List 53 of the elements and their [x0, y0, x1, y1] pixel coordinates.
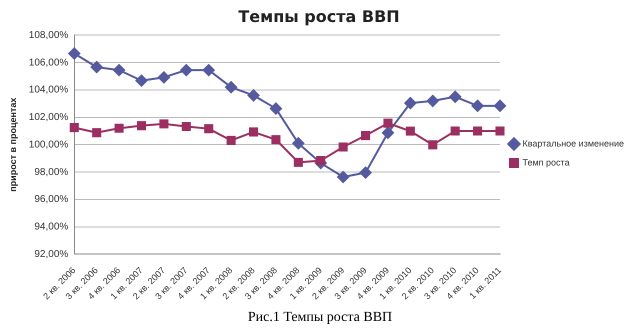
point — [450, 126, 460, 136]
point — [271, 135, 280, 144]
chart-title: Темпы роста ВВП — [238, 6, 400, 26]
point — [428, 140, 438, 150]
text: Рис.1 Темпы роста ВВП — [246, 310, 394, 326]
point — [494, 100, 506, 112]
point — [182, 122, 191, 132]
y-axis-title: прирост в процентах — [8, 98, 18, 192]
point — [114, 124, 124, 133]
point — [226, 136, 236, 145]
point — [248, 127, 258, 137]
point — [361, 130, 370, 140]
y-tick-label: 108,00% — [28, 30, 68, 41]
point — [294, 158, 303, 167]
point — [113, 64, 126, 76]
point — [316, 156, 326, 166]
point — [360, 166, 372, 179]
point — [180, 64, 192, 76]
y-tick-label: 104,00% — [28, 84, 68, 96]
point — [159, 119, 168, 128]
point — [68, 48, 80, 60]
point — [136, 121, 146, 130]
point — [204, 124, 214, 134]
y-tick-label: 94,00% — [34, 222, 68, 233]
point — [337, 171, 350, 183]
point — [135, 74, 148, 87]
point — [292, 137, 304, 150]
point — [90, 61, 103, 74]
y-tick-label: 98,00% — [34, 166, 68, 178]
point — [202, 64, 215, 76]
point — [70, 123, 79, 132]
y-tick-label: 102,00% — [28, 112, 68, 124]
legend-label: Квартальное изменение — [522, 138, 624, 148]
y-tick-label: 106,00% — [28, 57, 68, 68]
point — [225, 81, 238, 94]
point — [406, 126, 415, 136]
y-tick-label: 100,00% — [28, 139, 68, 150]
point — [158, 71, 170, 84]
point — [472, 100, 484, 112]
point — [404, 97, 416, 110]
y-tick-label: 96,00% — [34, 194, 68, 206]
point — [382, 126, 394, 139]
y-tick-label: 92,00% — [34, 248, 68, 260]
point — [383, 118, 392, 128]
point — [338, 142, 348, 152]
point — [426, 94, 439, 107]
point — [270, 102, 282, 115]
point — [495, 126, 505, 136]
point — [248, 89, 260, 102]
point — [92, 128, 102, 138]
point — [473, 126, 482, 136]
point — [449, 90, 462, 103]
legend-label: Темп роста — [522, 157, 570, 168]
